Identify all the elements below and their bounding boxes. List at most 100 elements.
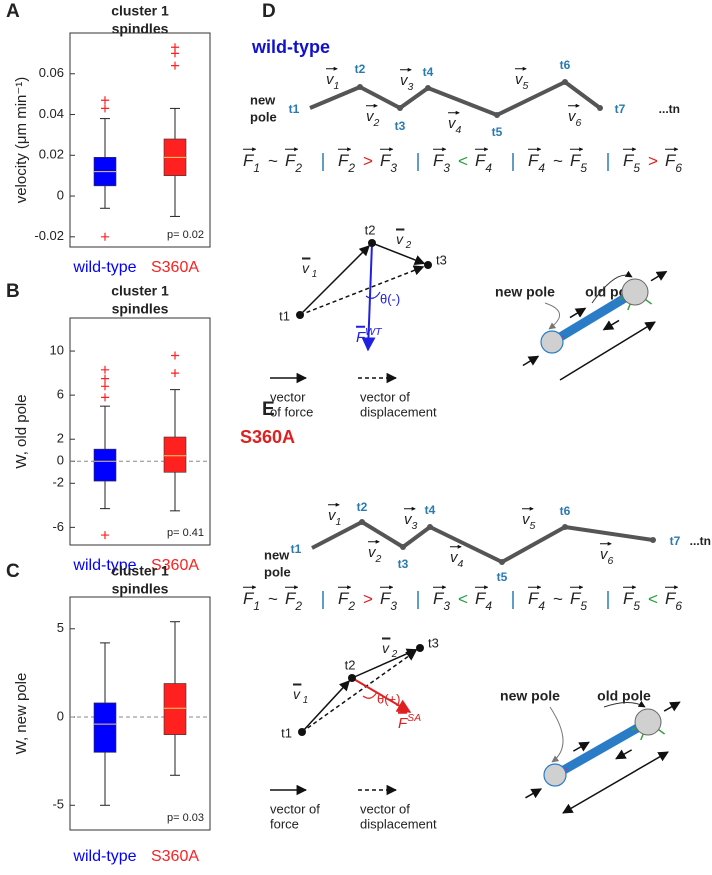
force-vector: F3 (433, 151, 450, 175)
vertex (425, 85, 431, 91)
subscript: 3 (443, 161, 450, 175)
vertex (650, 537, 656, 543)
net-force (351, 677, 412, 713)
subscript: 1 (253, 599, 260, 613)
time-label: t2 (345, 657, 356, 672)
symbol: v (600, 546, 609, 563)
force-step (299, 245, 370, 316)
comparison: > (648, 151, 658, 170)
pole-label: new pole (495, 284, 555, 300)
time-label: t3 (395, 119, 406, 133)
force-vector: F2 (338, 589, 355, 613)
p-value: p= 0.03 (167, 812, 204, 824)
comparison: > (363, 589, 373, 608)
y-axis-label: velocity (μm min⁻¹) (13, 77, 30, 204)
y-tick-label: -6 (52, 519, 64, 534)
box (93, 702, 117, 753)
velocity-vector: v3 (400, 72, 414, 93)
force-vector: F3 (380, 589, 397, 613)
velocity-vector: v4 (448, 115, 462, 136)
subscript: 2 (389, 649, 398, 660)
velocity-vector: v3 (404, 511, 418, 532)
subscript: 6 (675, 161, 682, 175)
comparison: > (363, 151, 373, 170)
y-tick-label: 0 (57, 708, 64, 723)
symbol: F (623, 151, 635, 170)
symbol: v (368, 544, 377, 561)
velocity-vector: v1 (328, 507, 341, 528)
comparison: < (458, 589, 468, 608)
force-vector: F2 (338, 151, 355, 175)
symbol: F (356, 329, 366, 346)
symbol: F (380, 151, 392, 170)
subscript: 3 (390, 161, 397, 175)
box (163, 436, 187, 473)
comparison: ~ (268, 589, 278, 608)
y-tick-label: -5 (52, 797, 64, 812)
y-tick-label: 5 (57, 620, 64, 635)
symbol: F (623, 589, 635, 608)
chart-title: cluster 1 (111, 283, 169, 299)
subscript: 1 (334, 80, 340, 92)
subscript: 1 (309, 269, 317, 280)
subscript: 1 (336, 516, 342, 528)
superscript: WT (365, 326, 383, 338)
diagram-title: wild-type (251, 37, 330, 57)
time-label: t7 (670, 534, 681, 548)
time-label: t5 (497, 570, 508, 584)
symbol: F (475, 151, 487, 170)
pole-label: new pole (500, 688, 560, 704)
symbol: v (450, 549, 459, 566)
symbol: v (400, 72, 409, 89)
symbol: v (515, 71, 524, 88)
time-label: t1 (281, 725, 292, 740)
force-vector: F2 (285, 151, 302, 175)
outlier (101, 382, 109, 391)
pointer (549, 706, 564, 763)
time-label: t2 (355, 62, 366, 76)
symbol: F (338, 589, 350, 608)
legend-text: force (270, 816, 299, 831)
new-pole (540, 330, 564, 354)
velocity-vector: v6 (600, 546, 614, 567)
vertex (562, 524, 568, 530)
time-tail: ...tn (659, 102, 680, 116)
outlier (171, 43, 179, 52)
old-pole (621, 278, 649, 306)
outlier (101, 374, 109, 383)
panel-letter: A (6, 1, 20, 22)
category-label: S360A (151, 259, 199, 276)
subscript: 2 (294, 161, 302, 175)
y-axis-label: W, new pole (13, 673, 30, 755)
velocity-vector: v1 (326, 71, 339, 92)
box (163, 683, 187, 735)
legend-text: vector (270, 389, 306, 404)
panel-letter: C (6, 561, 20, 582)
force-vector: F4 (528, 589, 545, 613)
force-label: FSA (398, 712, 421, 732)
p-value: p= 0.41 (167, 527, 204, 539)
subscript: 5 (580, 161, 587, 175)
symbol: F (665, 151, 677, 170)
symbol: v (326, 71, 335, 88)
symbol: F (285, 589, 297, 608)
panel-letter: E (262, 399, 275, 420)
y-tick-label: 0 (57, 453, 64, 468)
symbol: v (382, 640, 390, 656)
net-force (361, 242, 376, 352)
subscript: 6 (576, 117, 582, 129)
time-point (368, 239, 376, 247)
chart-title: spindles (112, 301, 169, 317)
box (93, 448, 117, 482)
subscript: 3 (408, 81, 414, 93)
time-label: t6 (560, 58, 571, 72)
subscript: 2 (294, 599, 302, 613)
velocity-label: v 2 (382, 640, 398, 660)
subscript: 5 (523, 80, 529, 92)
outlier (101, 96, 109, 105)
symbol: F (398, 715, 408, 732)
outlier (101, 393, 109, 402)
p-value: p= 0.02 (167, 229, 204, 241)
force-vector: F1 (243, 151, 260, 175)
